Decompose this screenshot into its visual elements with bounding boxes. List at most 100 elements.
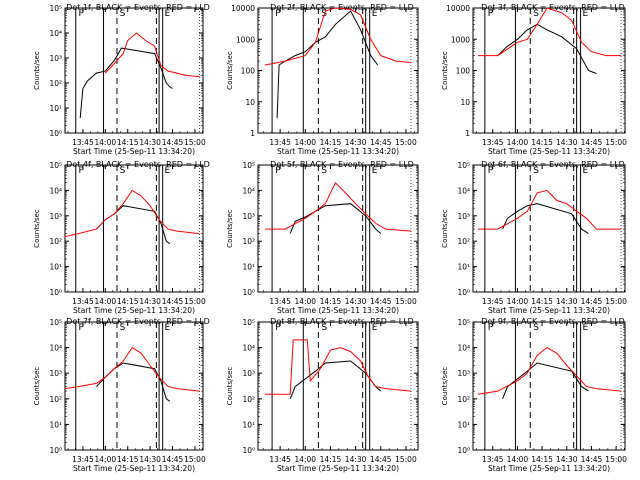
x-tick-label: 14:45: [581, 297, 603, 306]
x-tick-label: 13:45: [269, 297, 291, 306]
marker-label: P: [488, 323, 494, 333]
x-tick-label: 15:00: [184, 138, 206, 147]
marker-label: E: [583, 323, 589, 333]
series-events-line: [289, 360, 382, 399]
panel-6: Det 6f, BLACK = Events, RED = LLD 10⁰ 10¹ 1…: [441, 160, 627, 315]
x-tick-label: 13:45: [482, 455, 504, 464]
y-tick-label: 1000: [451, 35, 470, 44]
y-tick-label: 100: [456, 67, 471, 76]
x-tick-label: 14:45: [370, 297, 392, 306]
marker-label: P: [488, 166, 494, 176]
marker-label: E: [372, 166, 378, 176]
x-tick-label: 15:00: [395, 455, 417, 464]
y-tick-label: 10³: [242, 369, 255, 378]
x-tick-label: 14:30: [345, 455, 367, 464]
x-tick-label: 13:45: [482, 297, 504, 306]
series-lld-line: [477, 7, 622, 57]
y-tick-label: 10¹: [49, 104, 62, 113]
x-tick-label: 14:00: [507, 297, 529, 306]
x-tick-label: 14:00: [95, 138, 117, 147]
series-lld-line: [265, 181, 412, 232]
panel-title: Det 3f, BLACK = Events, RED = LLD: [481, 3, 625, 12]
panel-4: Det 4f, BLACK = Events, RED = LLD 10⁰ 10¹ 1…: [33, 160, 210, 315]
y-tick-label: 10⁰: [49, 446, 62, 455]
x-tick-label: 14:00: [294, 297, 316, 306]
y-tick-label: 10: [245, 98, 255, 107]
y-tick-label: 10³: [457, 212, 470, 221]
y-tick-label: 10²: [49, 79, 62, 88]
marker-label: S: [120, 323, 126, 333]
x-tick-label: 15:00: [184, 297, 206, 306]
y-tick-label: 10²: [242, 237, 255, 246]
x-tick-label: 14:15: [117, 138, 139, 147]
series-events-line: [502, 203, 589, 235]
series-events-line: [497, 23, 597, 74]
x-axis-label: Start Time (25-Sep-11 13:34:20): [277, 147, 399, 156]
x-tick-label: 14:30: [556, 297, 578, 306]
marker-label: S: [533, 9, 539, 19]
y-tick-label: 10⁰: [49, 129, 62, 138]
y-tick-label: 10²: [49, 237, 62, 246]
y-tick-label: 10000: [446, 4, 470, 13]
marker-label: S: [120, 166, 126, 176]
y-tick-label: 1: [250, 129, 255, 138]
marker-label: P: [78, 166, 84, 176]
y-axis-label: Counts/sec: [33, 51, 41, 90]
x-tick-label: 14:00: [95, 297, 117, 306]
x-tick-label: 14:45: [581, 138, 603, 147]
y-tick-label: 10⁵: [242, 161, 255, 170]
series-lld-line: [477, 189, 622, 230]
marker-label: P: [275, 166, 281, 176]
x-tick-label: 14:30: [345, 297, 367, 306]
x-tick-label: 14:00: [507, 455, 529, 464]
y-axis-label: Counts/sec: [33, 209, 41, 248]
y-tick-label: 10⁰: [457, 288, 470, 297]
x-tick-label: 14:30: [345, 138, 367, 147]
marker-label: E: [372, 9, 378, 19]
y-tick-label: 10⁴: [49, 29, 62, 38]
x-tick-label: 14:30: [139, 455, 161, 464]
x-axis-label: Start Time (25-Sep-11 13:34:20): [73, 306, 195, 315]
x-tick-label: 14:15: [531, 455, 553, 464]
plot-frame: [64, 321, 204, 451]
y-tick-label: 1000: [236, 35, 255, 44]
x-axis-label: Start Time (25-Sep-11 13:34:20): [488, 306, 610, 315]
y-tick-label: 10⁵: [49, 161, 62, 170]
y-tick-label: 10⁵: [457, 161, 470, 170]
y-tick-label: 10⁰: [457, 446, 470, 455]
x-tick-label: 14:00: [294, 455, 316, 464]
x-tick-label: 14:15: [320, 297, 342, 306]
marker-label: S: [321, 323, 327, 333]
panel-title: Det 8f, BLACK = Events, RED = LLD: [270, 317, 414, 326]
panel-title: Det 5f, BLACK = Events, RED = LLD: [270, 160, 414, 169]
plot-frame: [472, 164, 626, 293]
y-tick-label: 10⁴: [457, 186, 470, 195]
marker-label: E: [164, 323, 170, 333]
x-tick-label: 14:45: [581, 455, 603, 464]
marker-label: E: [164, 166, 170, 176]
plot-frame: [257, 321, 419, 451]
x-tick-label: 14:45: [162, 297, 184, 306]
y-tick-label: 10: [460, 98, 470, 107]
series-lld-line: [104, 32, 200, 78]
y-tick-label: 10²: [242, 395, 255, 404]
plot-frame: [257, 7, 419, 134]
y-axis-label: Counts/sec: [441, 209, 449, 248]
y-tick-label: 10³: [49, 54, 62, 63]
x-tick-label: 13:45: [72, 297, 94, 306]
x-axis-label: Start Time (25-Sep-11 13:34:20): [277, 306, 399, 315]
x-tick-label: 13:45: [269, 455, 291, 464]
plot-frame: [64, 164, 204, 293]
y-tick-label: 10³: [457, 369, 470, 378]
y-tick-label: 10²: [49, 395, 62, 404]
marker-label: P: [275, 323, 281, 333]
y-tick-label: 10¹: [457, 420, 470, 429]
x-tick-label: 14:15: [531, 297, 553, 306]
x-tick-label: 15:00: [605, 138, 627, 147]
x-tick-label: 14:30: [556, 455, 578, 464]
y-tick-label: 10²: [457, 395, 470, 404]
panel-8: Det 8f, BLACK = Events, RED = LLD 10⁰ 10¹ 1…: [226, 317, 419, 473]
marker-label: E: [583, 166, 589, 176]
y-tick-label: 10⁵: [457, 318, 470, 327]
y-tick-label: 10¹: [457, 263, 470, 272]
